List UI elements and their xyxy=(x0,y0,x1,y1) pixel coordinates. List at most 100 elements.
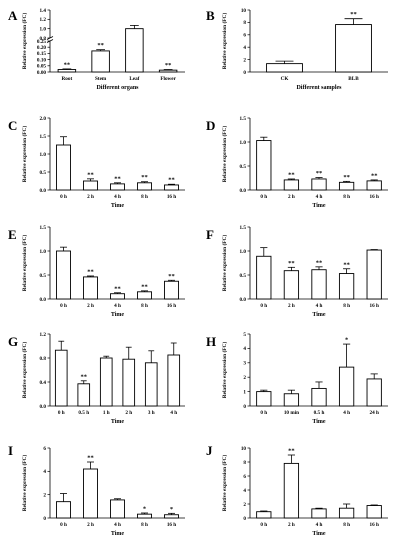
y-axis-label: Relative expression (FC) xyxy=(21,13,28,70)
y-tick-label: 1.5 xyxy=(40,225,47,231)
y-axis-label: Relative expression (FC) xyxy=(21,235,28,292)
y-tick-label: 1 xyxy=(243,389,246,395)
x-axis-label: Time xyxy=(111,312,125,318)
x-tick-label: 0.5 h xyxy=(78,410,89,416)
x-tick-label: CK xyxy=(281,76,289,82)
y-tick-label: 0.8 xyxy=(40,36,47,42)
x-tick-label: 24 h xyxy=(370,410,379,416)
bar-3 xyxy=(110,183,125,191)
significance-marker: ** xyxy=(316,170,323,177)
y-tick-label: 1.5 xyxy=(240,225,247,231)
y-tick-label: 6 xyxy=(43,446,46,452)
bar-3 xyxy=(99,357,113,407)
x-tick-label: Stem xyxy=(95,76,107,82)
x-tick-label: 8 h xyxy=(343,303,350,309)
y-tick-label: 1.0 xyxy=(40,152,47,158)
chart-panel-j: J 0 2 4 6 8 10 Relative expression (FC) 0 h ** 2 h… xyxy=(206,443,388,537)
x-axis-label: Different organs xyxy=(96,85,139,91)
y-axis-label: Relative expression (FC) xyxy=(21,126,28,183)
significance-marker: ** xyxy=(343,174,350,181)
x-tick-label: 0 h xyxy=(58,410,65,416)
x-tick-label: 3 h xyxy=(148,410,155,416)
significance-marker: * xyxy=(345,337,348,344)
y-tick-label: 0.15 xyxy=(37,51,46,57)
bar-2 xyxy=(83,468,98,519)
bar-1 xyxy=(56,501,71,519)
x-tick-label: 8 h xyxy=(141,522,148,528)
y-tick-label: 4 xyxy=(243,45,246,51)
bar-5 xyxy=(164,514,179,519)
x-tick-label: 4 h xyxy=(114,194,121,200)
panel-letter: D xyxy=(206,118,215,133)
significance-marker: ** xyxy=(141,174,148,181)
bar-1 xyxy=(256,511,272,519)
significance-marker: ** xyxy=(81,373,88,380)
bar-2 xyxy=(83,276,98,300)
x-tick-label: 16 h xyxy=(370,194,379,200)
significance-marker: ** xyxy=(343,261,350,268)
y-tick-label: 6 xyxy=(243,33,246,39)
bar-3 xyxy=(110,499,125,519)
y-tick-label: 0.0 xyxy=(240,188,247,194)
bar-1 xyxy=(256,255,272,300)
panel-letter: C xyxy=(8,118,17,133)
y-tick-label: 1.5 xyxy=(240,116,247,122)
panel-letter: B xyxy=(206,8,215,23)
significance-marker: ** xyxy=(288,171,295,178)
x-tick-label: 2 h xyxy=(87,303,94,309)
panel-letter: I xyxy=(8,443,13,458)
significance-marker: ** xyxy=(87,268,94,275)
x-tick-label: 4 h xyxy=(114,303,121,309)
significance-marker: ** xyxy=(168,177,175,184)
bar-2 xyxy=(91,50,110,73)
panel-letter: J xyxy=(206,443,213,458)
bar-1 xyxy=(56,250,71,300)
y-tick-label: 1.2 xyxy=(40,332,47,338)
bar-5 xyxy=(144,362,158,407)
y-tick-label: 0.5 xyxy=(40,170,47,176)
y-axis-label: Relative expression (FC) xyxy=(221,455,228,512)
bar-1 xyxy=(256,140,272,191)
y-tick-label: 0.0 xyxy=(40,297,47,303)
bar-4 xyxy=(137,182,152,191)
y-tick-label: 10 xyxy=(241,8,247,14)
significance-marker: ** xyxy=(87,171,94,178)
bar-4 xyxy=(338,273,355,300)
x-tick-label: 0 h xyxy=(60,303,67,309)
x-tick-label: 2 h xyxy=(288,522,295,528)
x-tick-label: 4 h xyxy=(316,194,323,200)
bar-5 xyxy=(366,249,382,300)
significance-marker: ** xyxy=(97,42,104,49)
bar-5 xyxy=(164,280,179,300)
significance-marker: * xyxy=(143,505,146,512)
y-axis-label: Relative expression (FC) xyxy=(21,455,28,512)
x-tick-label: Root xyxy=(62,76,73,82)
y-tick-label: 2 xyxy=(43,492,46,498)
y-tick-label: 0.4 xyxy=(40,380,47,386)
y-tick-label: 6 xyxy=(243,474,246,480)
y-tick-label: 8 xyxy=(243,460,246,466)
y-tick-label: 0.05 xyxy=(37,64,46,70)
panel-letter: E xyxy=(8,227,17,242)
x-tick-label: 8 h xyxy=(141,303,148,309)
x-tick-label: 8 h xyxy=(141,194,148,200)
x-tick-label: 0 h xyxy=(260,303,267,309)
panel-letter: H xyxy=(206,334,216,349)
x-axis-label: Different samples xyxy=(296,85,342,91)
x-tick-label: 2 h xyxy=(288,303,295,309)
significance-marker: ** xyxy=(316,259,323,266)
bar-2 xyxy=(283,462,300,519)
y-tick-label: 1.0 xyxy=(40,249,47,255)
x-tick-label: 8 h xyxy=(343,194,350,200)
x-tick-label: 4 h xyxy=(114,522,121,528)
bar-1 xyxy=(256,391,272,407)
chart-panel-g: G 0.0 0.4 0.8 1.2 Relative expression (FC) 0 h… xyxy=(8,332,185,425)
y-tick-label: 5 xyxy=(243,332,246,338)
y-tick-label: 0.20 xyxy=(37,45,46,51)
bar-4 xyxy=(137,513,152,519)
x-tick-label: 0 h xyxy=(60,522,67,528)
x-axis-label: Time xyxy=(312,203,326,209)
y-tick-label: 0 xyxy=(243,70,246,76)
x-axis-label: Time xyxy=(312,312,326,318)
x-tick-label: 0 h xyxy=(260,410,267,416)
